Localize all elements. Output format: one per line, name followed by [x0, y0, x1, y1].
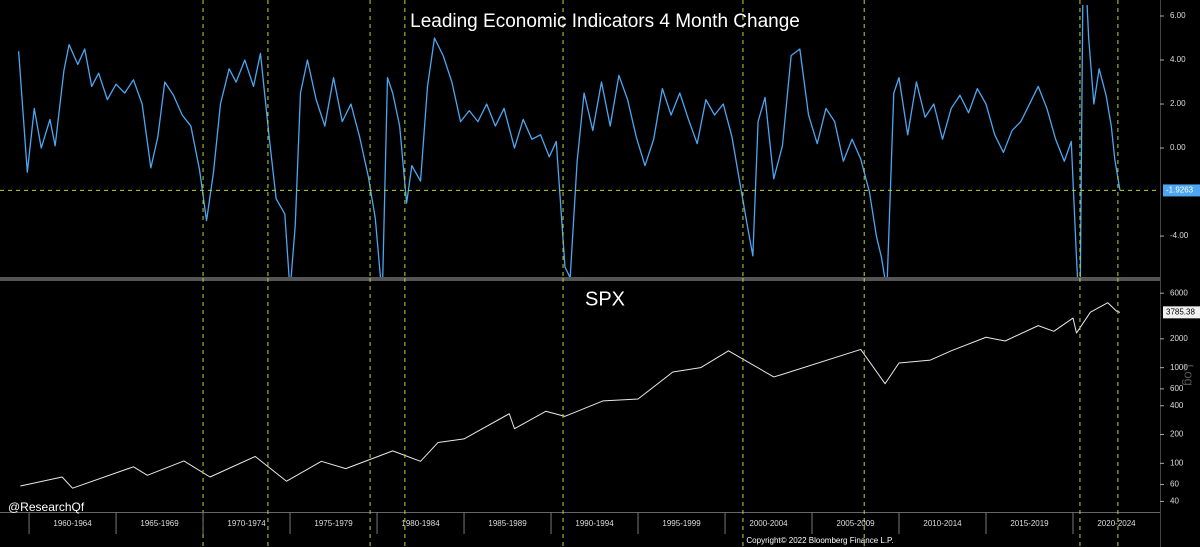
x-tick-label: 2010-2014	[923, 519, 962, 528]
x-tick-label: 2020-2024	[1097, 519, 1136, 528]
last-value-box	[1163, 306, 1200, 319]
x-tick-label: 2015-2019	[1010, 519, 1049, 528]
y-tick-label: 400	[1170, 401, 1184, 410]
x-tick-label: 1960-1964	[53, 519, 92, 528]
x-tick-label: 1990-1994	[575, 519, 614, 528]
scale-label: Log	[1182, 364, 1197, 386]
plot-area	[20, 302, 1121, 489]
x-tick-label: 2005-2009	[836, 519, 875, 528]
y-tick-label: 4.00	[1170, 55, 1186, 64]
data-line	[17, 5, 1121, 277]
data-line	[20, 302, 1121, 489]
x-tick-label: 1975-1979	[314, 519, 353, 528]
y-tick-label: 100	[1170, 458, 1184, 467]
y-tick-label: 2.00	[1170, 99, 1186, 108]
plot-area	[17, 5, 1121, 277]
last-value-label: 3785.38	[1166, 307, 1195, 316]
y-tick-label: 0.00	[1170, 143, 1186, 152]
y-tick-label: 200	[1170, 430, 1184, 439]
y-tick-label: 600	[1170, 384, 1184, 393]
x-tick-label: 1995-1999	[662, 519, 701, 528]
y-tick-label: 6000	[1170, 288, 1188, 297]
y-tick-label: 2000	[1170, 334, 1188, 343]
y-tick-label: -4.00	[1170, 231, 1189, 240]
x-tick-label: 2000-2004	[749, 519, 788, 528]
x-tick-label: 1985-1989	[488, 519, 527, 528]
x-tick-label: 1965-1969	[140, 519, 179, 528]
panel-title: SPX	[585, 288, 625, 310]
last-value-box	[1163, 184, 1200, 197]
y-tick-label: 60	[1170, 480, 1179, 489]
y-tick-label: 40	[1170, 497, 1179, 506]
watermark: @ResearchQf	[8, 500, 85, 514]
y-tick-label: 1000	[1170, 363, 1188, 372]
panel-separator	[0, 277, 1160, 281]
panel-title: Leading Economic Indicators 4 Month Chan…	[410, 11, 800, 32]
x-tick-label: 1970-1974	[227, 519, 266, 528]
last-value-label: -1.9263	[1166, 186, 1194, 195]
copyright: Copyright© 2022 Bloomberg Finance L.P.	[746, 536, 893, 545]
y-tick-label: 6.00	[1170, 11, 1186, 20]
x-tick-label: 1980-1984	[401, 519, 440, 528]
